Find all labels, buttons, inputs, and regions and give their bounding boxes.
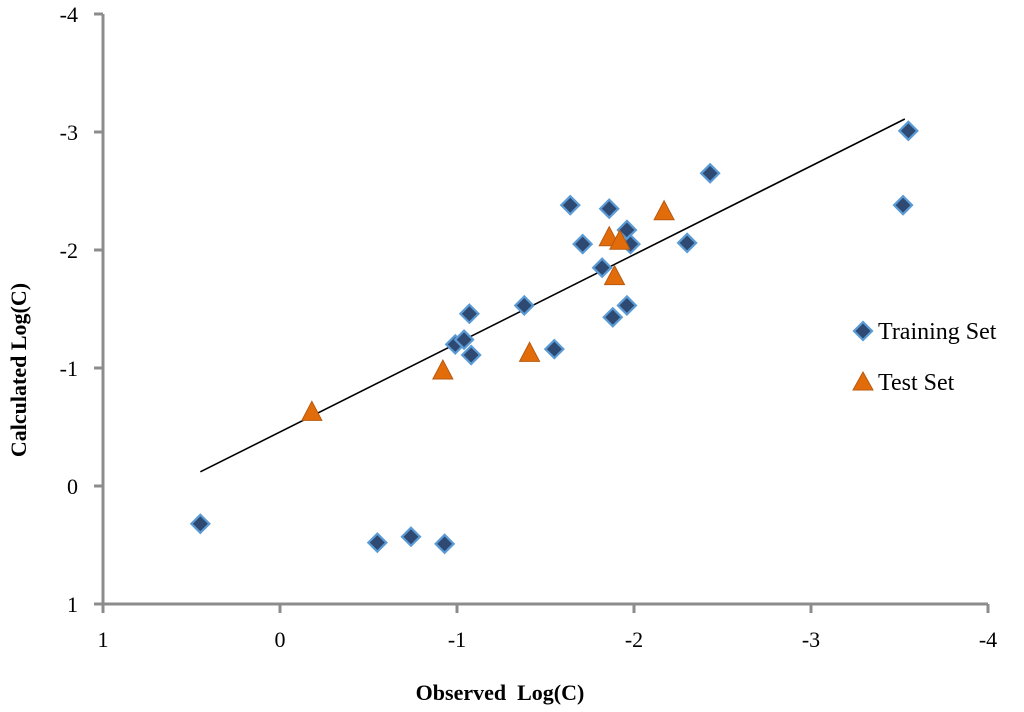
legend-item-training: Training Set [852,319,997,345]
x-tick-label: -2 [625,627,643,652]
training-point [189,513,211,535]
x-tick-label: -1 [448,627,466,652]
training-point [453,329,475,351]
test-point [603,264,626,286]
legend: Training Set Test Set [852,319,997,396]
training-point [699,162,721,184]
test-point [609,229,631,250]
test-point [301,400,323,421]
x-tick-label: -4 [979,627,997,652]
training-point [572,233,594,255]
y-ticks: 1 0 -1 -2 -3 -4 [60,2,103,617]
axes [101,14,988,606]
legend-label-training: Training Set [878,319,997,345]
training-point [602,306,624,328]
test-point [653,199,675,221]
training-point [400,526,422,548]
training-point [543,338,565,360]
training-point [458,303,480,325]
legend-diamond-icon [852,320,874,342]
training-point [434,533,456,555]
training-point [591,257,613,279]
x-ticks: 1 0 -1 -2 -3 -4 [98,604,997,652]
data-points [189,120,919,555]
x-tick-label: 0 [275,627,286,652]
y-tick-label: -4 [60,2,78,27]
x-tick-label: 1 [98,627,109,652]
test-point [432,358,454,380]
y-tick-label: 1 [67,592,78,617]
training-point [513,294,535,317]
training-point [676,232,698,254]
legend-triangle-icon [852,370,874,391]
y-tick-label: -3 [60,120,78,145]
legend-item-test: Test Set [852,370,955,396]
training-point [598,198,620,220]
legend-label-test: Test Set [878,370,955,396]
training-point [559,194,581,216]
training-point [616,294,638,317]
training-point [892,194,914,216]
x-axis-title: Observed Log(C) [416,680,585,705]
training-point [897,120,919,142]
training-point [366,532,388,554]
training-point [460,344,482,366]
y-tick-label: -1 [60,356,78,381]
y-tick-label: 0 [67,474,78,499]
x-tick-label: -3 [802,627,820,652]
y-tick-label: -2 [60,238,78,263]
test-point [518,341,541,362]
y-axis-title: Calculated Log(C) [6,283,31,457]
